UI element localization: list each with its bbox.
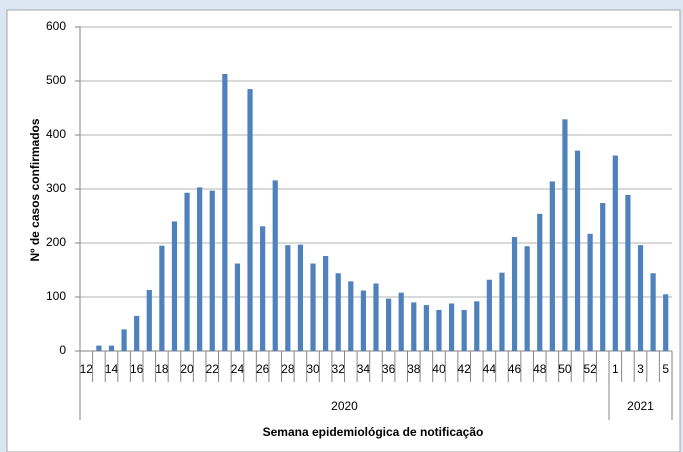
bar <box>323 255 329 351</box>
bar <box>260 226 266 351</box>
bar <box>171 221 178 351</box>
bar <box>146 289 152 351</box>
group-label: 2021 <box>627 399 654 413</box>
bar <box>108 345 115 351</box>
x-tick-label: 52 <box>583 362 597 376</box>
x-tick-label: 22 <box>206 362 220 376</box>
y-tick-label: 200 <box>46 235 66 249</box>
bar <box>511 237 518 351</box>
bar <box>625 194 631 351</box>
bar <box>436 309 442 351</box>
x-tick-label: 1 <box>612 362 619 376</box>
bar <box>348 281 354 351</box>
bar <box>285 245 291 351</box>
y-tick-label: 500 <box>46 73 66 87</box>
x-tick-label: 34 <box>357 362 371 376</box>
bar <box>499 272 505 351</box>
bar <box>612 155 618 351</box>
bar <box>411 302 417 351</box>
x-tick-label: 24 <box>231 362 245 376</box>
x-tick-label: 14 <box>105 362 119 376</box>
bar <box>335 273 341 351</box>
x-tick-label: 3 <box>637 362 644 376</box>
x-tick-label: 48 <box>533 362 547 376</box>
bar <box>159 245 165 351</box>
x-tick-label: 44 <box>483 362 497 376</box>
bar <box>197 187 203 351</box>
bar <box>423 305 429 351</box>
bar <box>663 294 669 351</box>
group-label: 2020 <box>331 399 358 413</box>
bar <box>398 292 404 351</box>
bar <box>247 89 253 351</box>
x-tick-label: 28 <box>281 362 295 376</box>
bar <box>222 73 228 351</box>
bar <box>448 303 455 351</box>
bar <box>385 298 392 351</box>
bar <box>360 290 367 351</box>
x-tick-label: 16 <box>130 362 144 376</box>
x-tick-label: 5 <box>662 362 669 376</box>
x-tick-label: 12 <box>80 362 94 376</box>
bar <box>461 309 467 351</box>
y-tick-label: 400 <box>46 127 66 141</box>
bar <box>297 244 304 351</box>
x-tick-label: 18 <box>155 362 169 376</box>
bar <box>234 263 241 351</box>
y-tick-label: 300 <box>46 181 66 195</box>
y-tick-label: 600 <box>46 19 66 33</box>
bar <box>310 263 316 351</box>
y-axis-title: Nº de casos confirmados <box>28 118 42 261</box>
chart-area <box>6 9 681 452</box>
bar <box>486 279 492 351</box>
x-tick-label: 26 <box>256 362 270 376</box>
bar <box>272 180 278 351</box>
bar <box>96 345 102 351</box>
bar <box>549 181 555 351</box>
bar <box>474 301 480 351</box>
bar <box>373 283 379 351</box>
bar <box>650 273 656 351</box>
x-tick-label: 50 <box>558 362 572 376</box>
bar <box>600 203 606 351</box>
bar <box>209 190 215 351</box>
bar <box>524 246 530 351</box>
x-axis-title: Semana epidemiológica de notificação <box>263 425 484 439</box>
x-tick-label: 32 <box>332 362 346 376</box>
x-tick-label: 46 <box>508 362 522 376</box>
bar <box>134 315 140 351</box>
bar <box>184 192 190 351</box>
x-tick-label: 20 <box>180 362 194 376</box>
x-tick-label: 30 <box>306 362 320 376</box>
bar <box>574 150 581 351</box>
y-tick-label: 100 <box>46 289 66 303</box>
bar <box>637 245 644 351</box>
bar <box>121 329 127 351</box>
x-tick-label: 36 <box>382 362 396 376</box>
bar <box>562 119 568 351</box>
x-tick-label: 38 <box>407 362 421 376</box>
bar <box>537 213 543 351</box>
x-tick-label: 42 <box>457 362 471 376</box>
x-tick-label: 40 <box>432 362 446 376</box>
y-tick-label: 0 <box>59 343 66 357</box>
bar <box>587 233 593 351</box>
